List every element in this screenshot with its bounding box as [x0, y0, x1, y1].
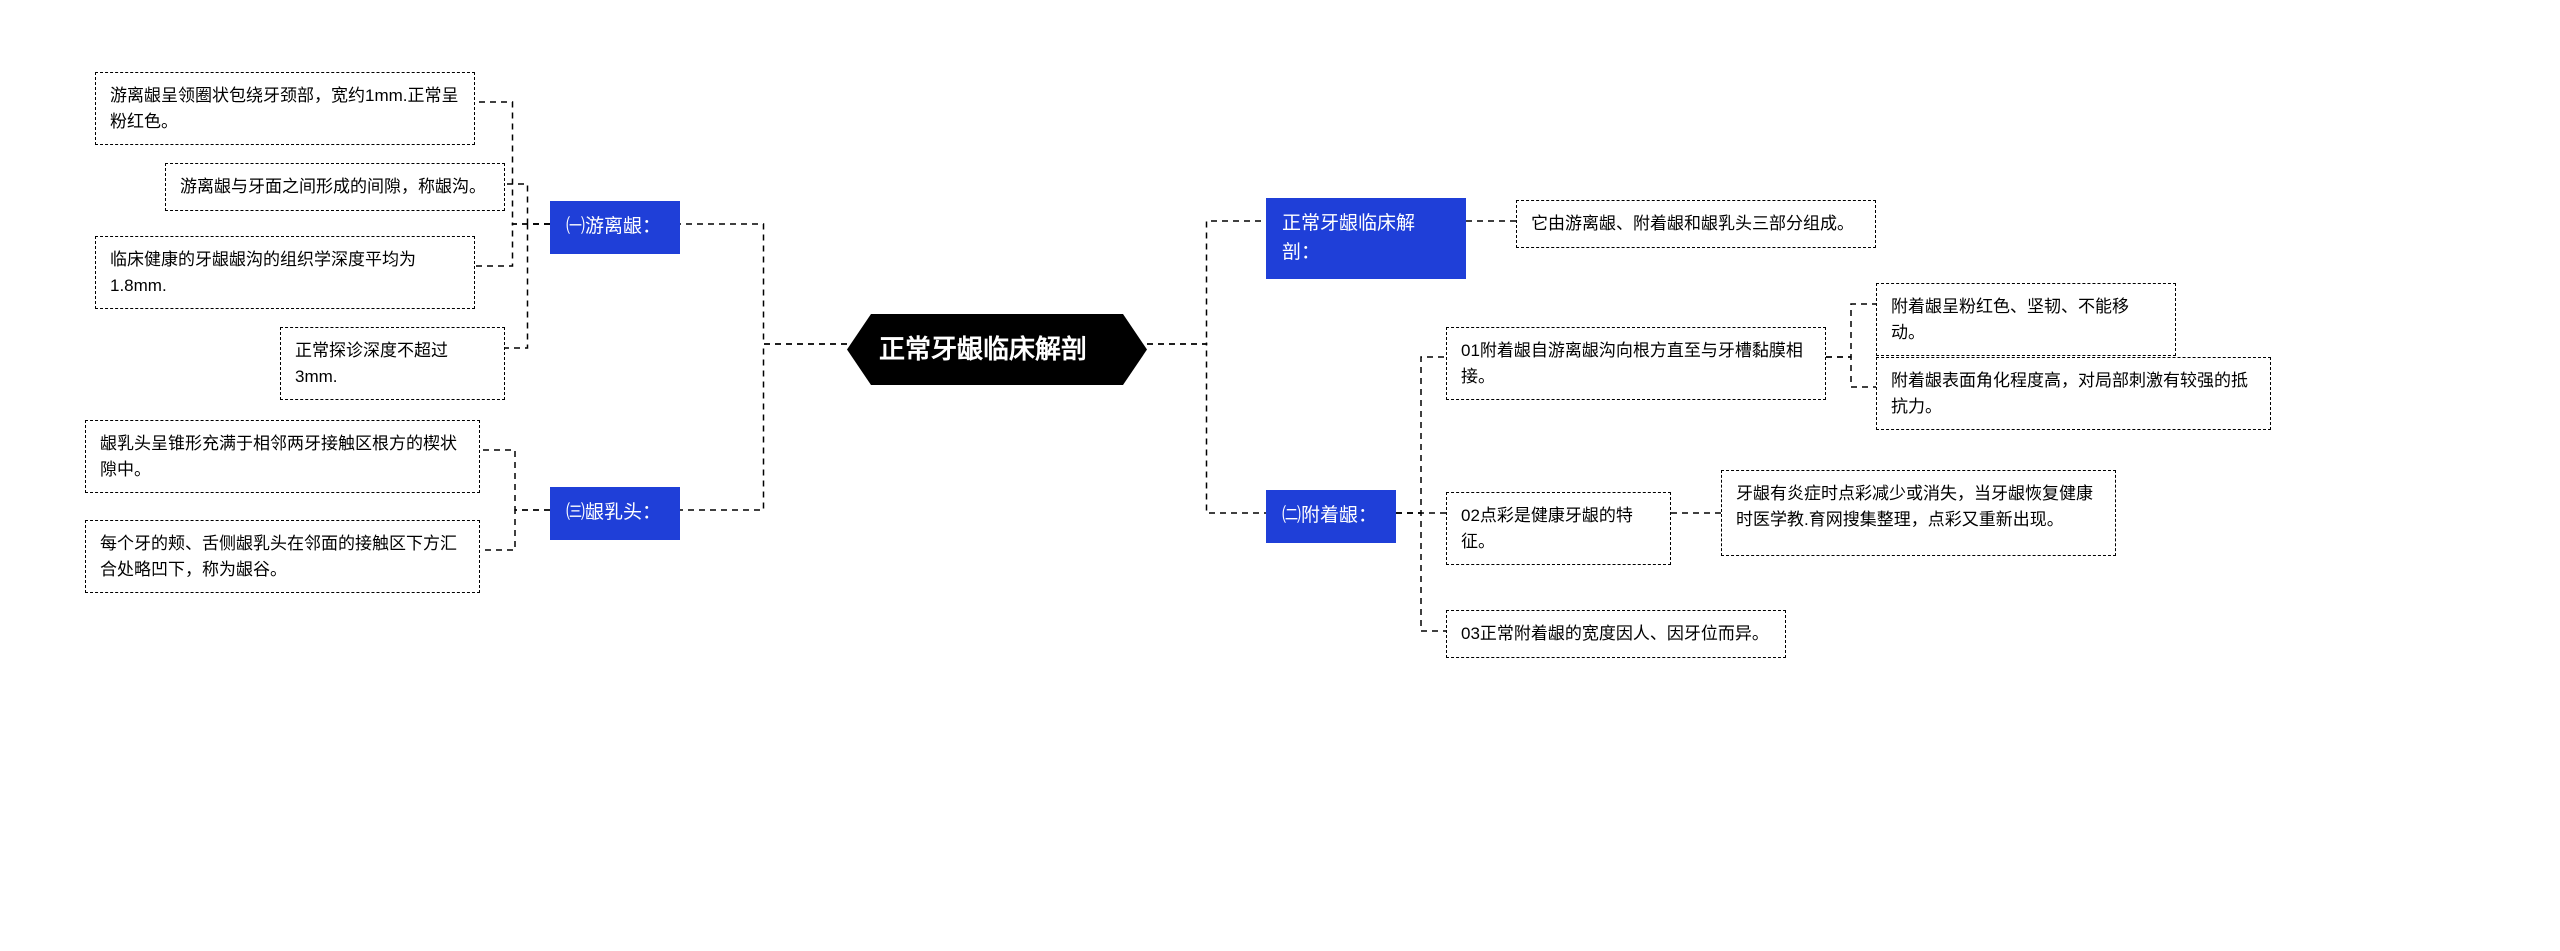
- branch-free-gingiva: ㈠游离龈：: [550, 201, 680, 254]
- root-node: 正常牙龈临床解剖: [847, 314, 1147, 385]
- leaf-free-gingiva-3: 正常探诊深度不超过3mm.: [280, 327, 505, 400]
- leaf-attached-01-sub1: 附着龈表面角化程度高，对局部刺激有较强的抵抗力。: [1876, 357, 2271, 430]
- branch-attached-gingiva: ㈡附着龈：: [1266, 490, 1396, 543]
- leaf-free-gingiva-0: 游离龈呈领圈状包绕牙颈部，宽约1mm.正常呈粉红色。: [95, 72, 475, 145]
- leaf-attached-02: 02点彩是健康牙龈的特征。: [1446, 492, 1671, 565]
- branch-normal-clinical: 正常牙龈临床解剖：: [1266, 198, 1466, 279]
- leaf-papilla-1: 每个牙的颊、舌侧龈乳头在邻面的接触区下方汇合处略凹下，称为龈谷。: [85, 520, 480, 593]
- leaf-attached-01-sub0: 附着龈呈粉红色、坚韧、不能移动。: [1876, 283, 2176, 356]
- leaf-papilla-0: 龈乳头呈锥形充满于相邻两牙接触区根方的楔状隙中。: [85, 420, 480, 493]
- branch-gingival-papilla: ㈢龈乳头：: [550, 487, 680, 540]
- leaf-attached-01: 01附着龈自游离龈沟向根方直至与牙槽黏膜相接。: [1446, 327, 1826, 400]
- leaf-free-gingiva-1: 游离龈与牙面之间形成的间隙，称龈沟。: [165, 163, 505, 211]
- leaf-attached-03: 03正常附着龈的宽度因人、因牙位而异。: [1446, 610, 1786, 658]
- leaf-normal-clinical-0: 它由游离龈、附着龈和龈乳头三部分组成。: [1516, 200, 1876, 248]
- leaf-attached-02-sub0: 牙龈有炎症时点彩减少或消失，当牙龈恢复健康时医学教.育网搜集整理，点彩又重新出现…: [1721, 470, 2116, 556]
- leaf-free-gingiva-2: 临床健康的牙龈龈沟的组织学深度平均为1.8mm.: [95, 236, 475, 309]
